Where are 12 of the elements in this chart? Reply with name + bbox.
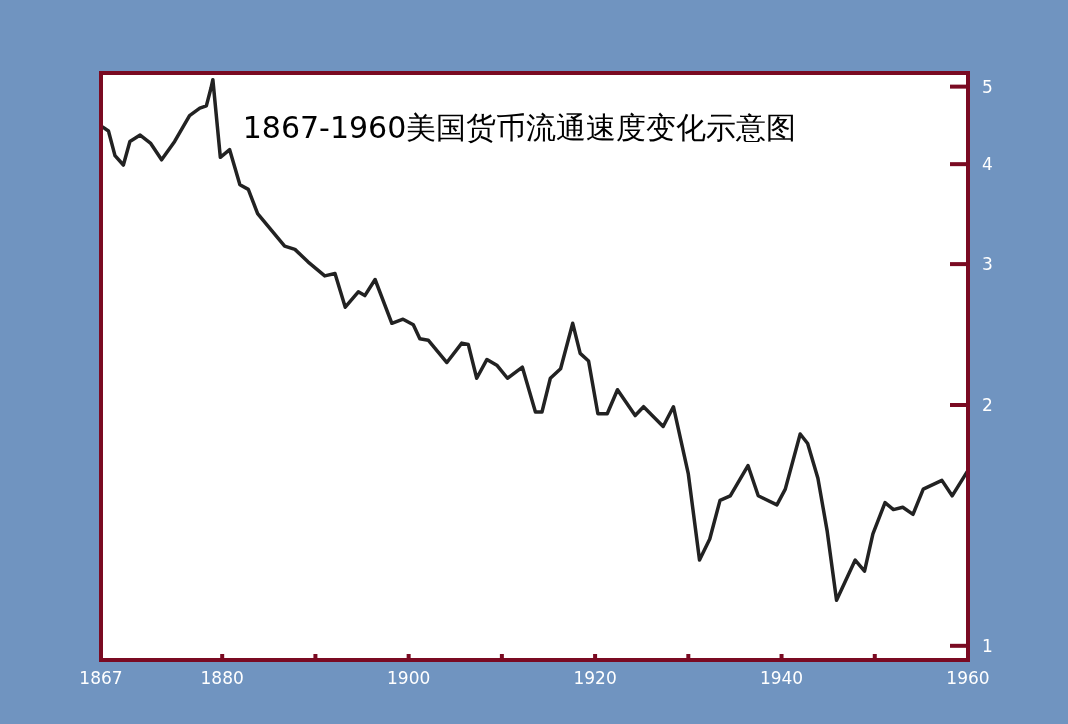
x-tick-label: 1867 xyxy=(79,668,123,688)
y-tick-label: 3 xyxy=(982,254,993,275)
y-tick-label: 1 xyxy=(982,635,993,656)
y-tick-label: 2 xyxy=(982,394,993,415)
y-tick-label: 5 xyxy=(982,76,993,97)
x-tick-label: 1940 xyxy=(759,668,804,688)
y-tick-label: 4 xyxy=(982,154,993,175)
x-tick-label: 1900 xyxy=(387,668,431,688)
x-tick-label: 1880 xyxy=(200,668,244,688)
text: 1867-1960美国货币流通速度变化示意图 xyxy=(242,110,797,145)
x-tick-label: 1960 xyxy=(946,668,990,688)
x-tick-label: 1920 xyxy=(573,668,617,688)
